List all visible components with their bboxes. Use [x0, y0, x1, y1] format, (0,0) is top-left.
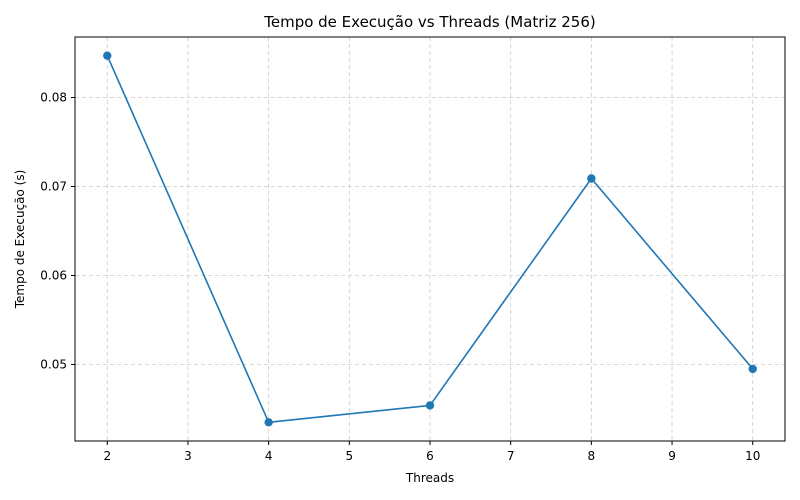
axis-ticks: 2 3 4 5 6 7 8 9 10 0.05 0.06 0.07 0.08 — [40, 91, 760, 463]
x-axis-label: Threads — [405, 471, 454, 485]
data-point — [103, 51, 112, 60]
x-tick-label: 2 — [103, 449, 111, 463]
x-tick-label: 8 — [588, 449, 596, 463]
y-axis-label: Tempo de Execução (s) — [13, 170, 27, 310]
x-tick-label: 6 — [426, 449, 434, 463]
series — [103, 51, 757, 427]
chart-title: Tempo de Execução vs Threads (Matriz 256… — [263, 13, 596, 31]
x-tick-label: 9 — [668, 449, 676, 463]
y-tick-label: 0.07 — [40, 179, 67, 193]
plot-frame — [74, 36, 786, 442]
data-point — [264, 418, 273, 427]
data-point — [587, 174, 596, 183]
y-tick-label: 0.08 — [40, 91, 67, 105]
x-tick-label: 10 — [745, 449, 760, 463]
data-point — [425, 401, 435, 410]
data-point — [748, 364, 757, 374]
grid — [75, 37, 785, 441]
x-tick-label: 4 — [265, 449, 273, 463]
y-tick-label: 0.06 — [40, 268, 67, 282]
x-tick-label: 7 — [507, 449, 515, 463]
x-tick-label: 5 — [345, 449, 353, 463]
x-tick-label: 3 — [184, 449, 192, 463]
y-tick-label: 0.05 — [40, 357, 67, 371]
